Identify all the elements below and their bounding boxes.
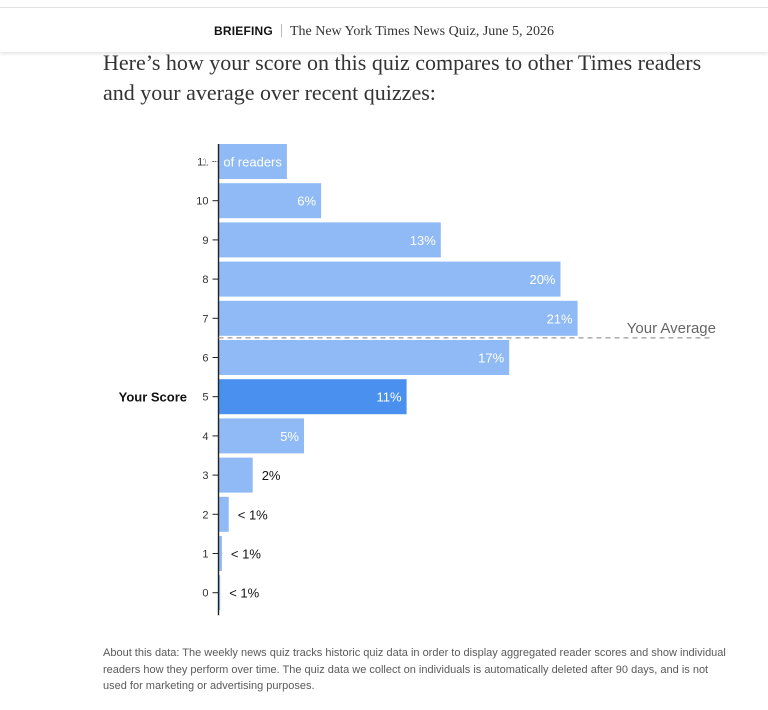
- bar-score-6: [218, 340, 510, 375]
- briefing-kicker[interactable]: BRIEFING: [214, 24, 273, 38]
- chart-headline: Here’s how your score on this quiz compa…: [103, 50, 702, 105]
- value-label-4: 5%: [280, 429, 299, 444]
- value-label-3: 2%: [262, 468, 281, 483]
- value-label-8: 20%: [529, 272, 555, 287]
- tick-label-5: 5: [202, 392, 208, 404]
- tick-label-6: 6: [202, 353, 208, 365]
- tick-label-11: 11: [197, 157, 208, 169]
- header-divider: [280, 24, 282, 37]
- quiz-title: The New York Times News Quiz, June 5, 20…: [289, 24, 554, 39]
- tick-label-8: 8: [202, 274, 208, 286]
- bar-score-10: [218, 183, 322, 219]
- bar-score-4: [218, 418, 304, 454]
- tick-label-4: 4: [202, 431, 208, 443]
- tick-label-7: 7: [202, 313, 208, 325]
- value-label-5: 11%: [377, 390, 402, 405]
- tick-label-10: 10: [196, 196, 208, 208]
- header-line: BRIEFING The New York Times News Quiz, Ju…: [0, 22, 768, 40]
- bar-score-7: [218, 300, 578, 336]
- tick-label-0: 0: [202, 588, 208, 600]
- top-rule: [0, 7, 768, 8]
- tick-label-2: 2: [202, 509, 208, 521]
- bar-score-3: [218, 457, 253, 493]
- tick-label-9: 9: [202, 235, 208, 247]
- your-score-label: Your Score: [119, 390, 187, 405]
- tick-label-3: 3: [202, 470, 208, 482]
- value-label-7: 21%: [547, 311, 573, 326]
- bar-score-2: [218, 496, 229, 532]
- bar-score-0: [218, 575, 221, 611]
- bar-score-5: [218, 379, 407, 415]
- about-data-note: About this data: The weekly news quiz tr…: [103, 647, 726, 692]
- value-label-10: 6%: [297, 194, 316, 209]
- value-label-6: 17%: [478, 351, 504, 366]
- value-label-9: 13%: [410, 233, 436, 248]
- page-header: BRIEFING The New York Times News Quiz, Ju…: [0, 8, 768, 52]
- bar-score-8: [218, 261, 561, 297]
- tick-label-1: 1: [202, 549, 208, 561]
- value-label-1: < 1%: [231, 547, 261, 562]
- bar-score-9: [218, 222, 441, 258]
- your-average-label: Your Average: [627, 320, 716, 337]
- value-label-2: < 1%: [238, 507, 268, 522]
- bar-score-11: [218, 144, 287, 179]
- value-label-0: < 1%: [229, 586, 259, 601]
- bar-score-1: [218, 536, 222, 571]
- value-label-11: 4% of readers: [201, 155, 282, 170]
